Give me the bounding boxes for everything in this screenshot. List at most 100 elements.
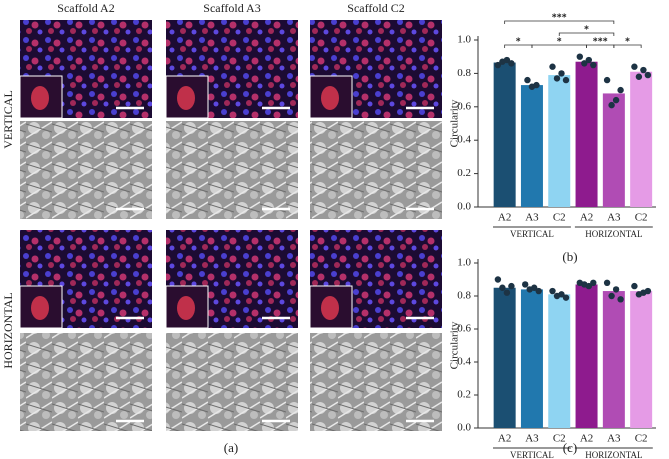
- y-tick-label: 0.0: [457, 201, 471, 213]
- replicate-point: [612, 286, 620, 293]
- replicate-point: [562, 294, 570, 301]
- replicate-point: [549, 287, 556, 295]
- panel-label: (c): [563, 440, 577, 455]
- replicate-point: [635, 73, 643, 80]
- y-tick-label: 0.0: [457, 422, 471, 434]
- significance-bracket: [613, 44, 642, 48]
- sem-image: [310, 333, 442, 431]
- x-tick-label: A2: [498, 433, 511, 445]
- replicate-point: [581, 60, 588, 67]
- column-title: Scaffold A3: [203, 1, 260, 15]
- replicate-point: [494, 276, 502, 283]
- replicate-point: [549, 63, 556, 70]
- replicate-point: [644, 71, 652, 79]
- replicate-point: [531, 284, 538, 291]
- y-axis-label: Circularity: [449, 99, 461, 147]
- bar: [575, 61, 598, 208]
- replicate-point: [640, 66, 647, 74]
- replicate-point: [585, 282, 592, 290]
- significance-bracket: [558, 32, 615, 36]
- significance-label: ***: [552, 12, 567, 23]
- bar: [602, 93, 625, 207]
- replicate-point: [508, 282, 515, 290]
- replicate-point: [524, 76, 531, 84]
- replicate-point: [503, 56, 511, 64]
- x-tick-label: A3: [607, 433, 621, 445]
- inset-cell: [31, 86, 49, 110]
- significance-label: *: [625, 36, 630, 47]
- replicate-point: [535, 287, 542, 295]
- panel-label: (b): [562, 249, 577, 264]
- replicate-point: [508, 60, 515, 67]
- x-tick-label: A2: [580, 212, 593, 224]
- panel-label: (a): [224, 440, 238, 455]
- group-label: HORIZONTAL: [585, 450, 642, 459]
- y-tick-label: 0.6: [457, 323, 471, 335]
- sem-image: [166, 333, 298, 431]
- bar: [493, 62, 516, 207]
- replicate-point: [522, 281, 529, 288]
- replicate-point: [631, 63, 638, 70]
- replicate-point: [494, 61, 502, 69]
- replicate-point: [558, 291, 565, 298]
- significance-bracket: [531, 44, 587, 48]
- significance-label: *: [584, 24, 589, 35]
- y-tick-label: 0.8: [457, 290, 471, 302]
- significance-label: *: [557, 36, 562, 47]
- x-tick-label: A3: [525, 212, 539, 224]
- replicate-point: [617, 86, 624, 94]
- y-tick-label: 0.2: [457, 389, 471, 401]
- column-title: Scaffold A2: [57, 1, 114, 15]
- replicate-point: [617, 296, 624, 303]
- sem-image: [310, 121, 442, 219]
- inset-cell: [321, 296, 339, 320]
- x-tick-label: A2: [498, 212, 511, 224]
- bar: [630, 291, 653, 428]
- y-tick-label: 1.0: [457, 257, 471, 269]
- y-tick-label: 0.6: [457, 100, 471, 112]
- bar: [520, 289, 543, 428]
- replicate-point: [608, 292, 615, 300]
- sem-image: [166, 121, 298, 219]
- significance-bracket: [504, 20, 615, 24]
- significance-label: ***: [593, 36, 608, 47]
- replicate-point: [553, 75, 561, 82]
- row-title: HORIZONTAL: [1, 292, 15, 368]
- significance-label: *: [516, 36, 521, 47]
- bar: [630, 71, 653, 207]
- replicate-point: [562, 76, 570, 84]
- inset-cell: [321, 86, 339, 110]
- replicate-point: [603, 279, 611, 286]
- replicate-point: [608, 101, 615, 109]
- sem-image: [20, 333, 152, 431]
- group-label: HORIZONTAL: [585, 229, 642, 239]
- x-tick-label: C2: [635, 433, 648, 445]
- replicate-point: [503, 289, 511, 296]
- bar: [548, 75, 571, 207]
- replicate-point: [631, 282, 638, 290]
- x-tick-label: A3: [525, 433, 539, 445]
- replicate-point: [558, 70, 565, 77]
- y-axis-label: Circularity: [449, 321, 461, 369]
- replicate-point: [576, 53, 583, 60]
- y-tick-label: 0.4: [457, 356, 471, 368]
- y-tick-label: 0.8: [457, 67, 471, 79]
- sem-image: [20, 121, 152, 219]
- replicate-point: [590, 61, 597, 69]
- replicate-point: [590, 279, 597, 286]
- y-tick-label: 0.4: [457, 134, 471, 146]
- column-title: Scaffold C2: [347, 1, 404, 15]
- bar: [548, 294, 571, 428]
- x-tick-label: C2: [553, 433, 566, 445]
- y-tick-label: 1.0: [457, 34, 471, 46]
- bar: [520, 85, 543, 207]
- replicate-point: [499, 284, 506, 291]
- x-tick-label: C2: [635, 212, 648, 224]
- replicate-point: [644, 287, 652, 295]
- inset-cell: [177, 86, 195, 110]
- replicate-point: [603, 76, 611, 84]
- inset-cell: [177, 296, 195, 320]
- replicate-point: [533, 81, 540, 89]
- y-tick-label: 0.2: [457, 167, 471, 179]
